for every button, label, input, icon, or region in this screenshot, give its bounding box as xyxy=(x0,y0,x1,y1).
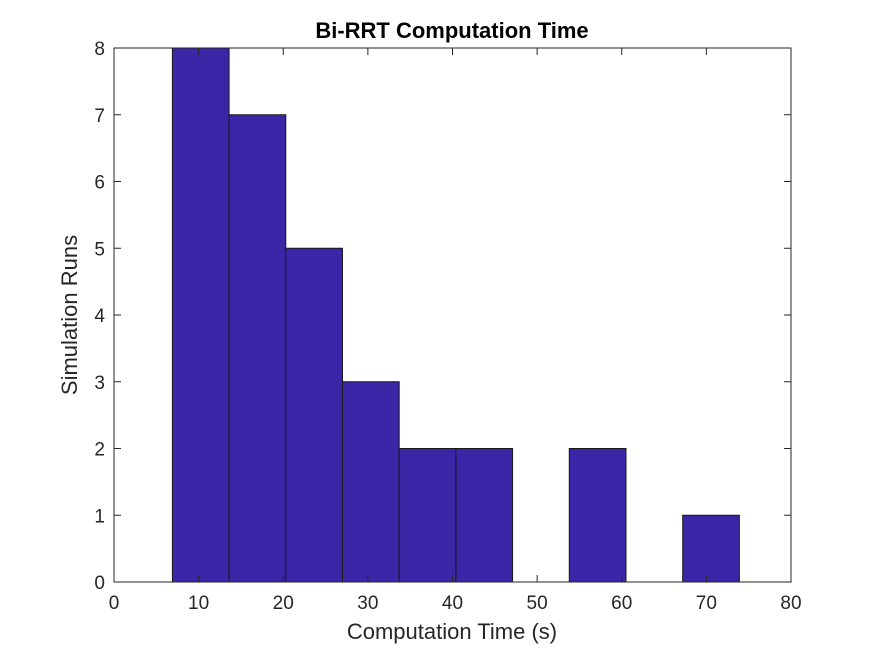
y-tick-label: 5 xyxy=(94,239,105,260)
y-tick-label: 0 xyxy=(94,573,105,594)
x-tick-label: 0 xyxy=(109,593,120,614)
histogram-bar-6 xyxy=(455,448,514,583)
y-tick-label: 7 xyxy=(94,106,105,127)
chart-title: Bi-RRT Computation Time xyxy=(315,18,588,43)
histogram-bar-2 xyxy=(228,114,287,583)
histogram-bar-1 xyxy=(171,47,230,583)
bars-group xyxy=(171,47,740,583)
y-tick-label: 2 xyxy=(94,440,105,461)
histogram-bar-8 xyxy=(568,448,627,583)
x-tick-label: 50 xyxy=(527,593,548,614)
y-tick-label: 6 xyxy=(94,173,105,194)
histogram-bar-4 xyxy=(341,381,400,583)
y-tick-label: 4 xyxy=(94,306,105,327)
y-tick-label: 3 xyxy=(94,373,105,394)
x-tick-label: 60 xyxy=(611,593,632,614)
y-axis-label: Simulation Runs xyxy=(57,235,82,395)
x-axis-label: Computation Time (s) xyxy=(347,619,557,644)
x-tick-label: 70 xyxy=(696,593,717,614)
x-tick-label: 20 xyxy=(273,593,294,614)
y-tick-label: 1 xyxy=(94,506,105,527)
x-tick-label: 40 xyxy=(442,593,463,614)
histogram-bar-10 xyxy=(682,514,740,583)
x-tick-label: 10 xyxy=(188,593,209,614)
x-tick-label: 30 xyxy=(357,593,378,614)
histogram-bar-3 xyxy=(285,247,343,583)
ticks-group: 0 10 20 30 40 50 60 70 80 0 1 2 3 4 5 6 7 8 xyxy=(94,39,801,614)
x-tick-label: 80 xyxy=(780,593,801,614)
y-tick-label: 8 xyxy=(94,39,105,60)
histogram-bar-5 xyxy=(398,448,457,583)
